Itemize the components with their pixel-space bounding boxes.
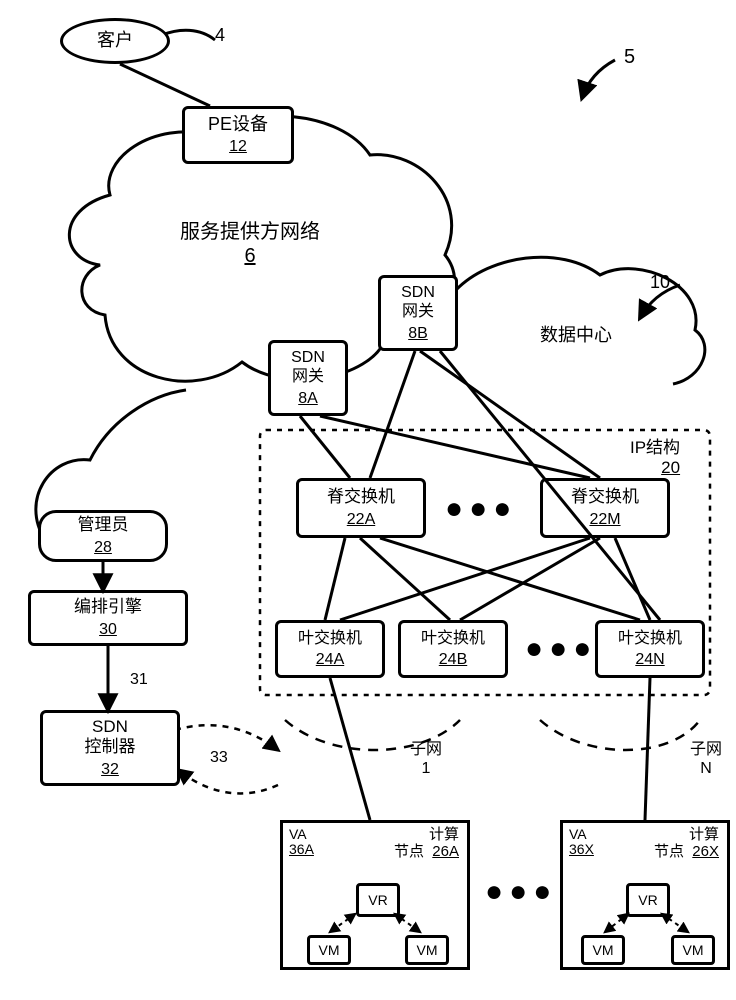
leaf-dots: ●●● bbox=[525, 632, 597, 666]
leaf-a-num: 24A bbox=[316, 650, 344, 669]
sdn-gateway-b: SDN 网关 8B bbox=[378, 275, 458, 351]
pe-num: 12 bbox=[229, 137, 247, 156]
orch-engine: 编排引擎 30 bbox=[28, 590, 188, 646]
gw-a-label: SDN 网关 bbox=[291, 348, 325, 386]
link-31: 31 bbox=[130, 670, 148, 689]
pe-device: PE设备 12 bbox=[182, 106, 294, 164]
spine-m: 脊交换机 22M bbox=[540, 478, 670, 538]
cloud-title: 服务提供方网络 6 bbox=[140, 220, 360, 268]
subnet-arc-n bbox=[540, 720, 700, 750]
va-x: VA 36X bbox=[569, 827, 594, 858]
gw-b-label: SDN 网关 bbox=[401, 283, 435, 321]
link-33: 33 bbox=[210, 748, 228, 767]
leaf-b-num: 24B bbox=[439, 650, 467, 669]
ip-fabric-title: IP结构 20 bbox=[630, 438, 680, 479]
datacenter-ref-10: 10 bbox=[650, 272, 670, 294]
vr-x: VR bbox=[626, 883, 670, 917]
customer-label: 客户 bbox=[97, 30, 133, 52]
spine-m-num: 22M bbox=[589, 510, 620, 529]
spine-dots: ●●● bbox=[445, 492, 517, 526]
sdn-gateway-a: SDN 网关 8A bbox=[268, 340, 348, 416]
subnet-n-label: 子网 N bbox=[690, 740, 722, 778]
admin-node: 管理员 28 bbox=[38, 510, 168, 562]
compute-dots: ●●● bbox=[485, 875, 557, 909]
figure-ref-arrow bbox=[582, 60, 615, 98]
leaf-a-label: 叶交换机 bbox=[298, 629, 362, 648]
leaf-a: 叶交换机 24A bbox=[275, 620, 385, 678]
compute-node-a: VA 36A 计算 节点 26A VR VM VM bbox=[280, 820, 470, 970]
cloud-label: 服务提供方网络 bbox=[180, 221, 320, 243]
customer-leader bbox=[162, 30, 215, 40]
sdn-ctrl-num: 32 bbox=[101, 760, 119, 779]
cloud-num: 6 bbox=[244, 245, 255, 267]
leaf-n-num: 24N bbox=[635, 650, 664, 669]
datacenter-label: 数据中心 bbox=[540, 325, 612, 347]
spine-a-num: 22A bbox=[347, 510, 375, 529]
gw-a-num: 8A bbox=[298, 389, 318, 408]
admin-num: 28 bbox=[94, 538, 112, 557]
vr-a: VR bbox=[356, 883, 400, 917]
ip-fabric-num: 20 bbox=[661, 458, 680, 477]
orch-num: 30 bbox=[99, 620, 117, 639]
vm-a1: VM bbox=[307, 935, 351, 965]
admin-label: 管理员 bbox=[78, 515, 129, 535]
leaf-n: 叶交换机 24N bbox=[595, 620, 705, 678]
ctrl-out-arrow bbox=[175, 725, 278, 750]
leaf-n-label: 叶交换机 bbox=[618, 629, 682, 648]
compute-x-title: 计算 节点 26X bbox=[654, 827, 719, 860]
pe-label: PE设备 bbox=[208, 114, 268, 136]
customer-node: 客户 bbox=[60, 18, 170, 64]
spine-a-label: 脊交换机 bbox=[327, 487, 395, 507]
leaf-b: 叶交换机 24B bbox=[398, 620, 508, 678]
vm-x1: VM bbox=[581, 935, 625, 965]
figure-ref-5: 5 bbox=[624, 45, 635, 69]
va-a: VA 36A bbox=[289, 827, 314, 858]
gw-b-num: 8B bbox=[408, 324, 428, 343]
compute-node-x: VA 36X 计算 节点 26X VR VM VM bbox=[560, 820, 730, 970]
spine-m-label: 脊交换机 bbox=[571, 487, 639, 507]
ip-fabric-label: IP结构 bbox=[630, 438, 680, 457]
compute-a-title: 计算 节点 26A bbox=[394, 827, 459, 860]
vm-x2: VM bbox=[671, 935, 715, 965]
leaf-b-label: 叶交换机 bbox=[421, 629, 485, 648]
sdn-ctrl-label: SDN 控制器 bbox=[85, 717, 136, 758]
sdn-controller: SDN 控制器 32 bbox=[40, 710, 180, 786]
orch-label: 编排引擎 bbox=[74, 597, 142, 617]
customer-callout: 4 bbox=[215, 25, 225, 47]
subnet-1-label: 子网 1 bbox=[410, 740, 442, 778]
ctrl-in-arrow bbox=[178, 770, 278, 793]
vm-a2: VM bbox=[405, 935, 449, 965]
spine-a: 脊交换机 22A bbox=[296, 478, 426, 538]
